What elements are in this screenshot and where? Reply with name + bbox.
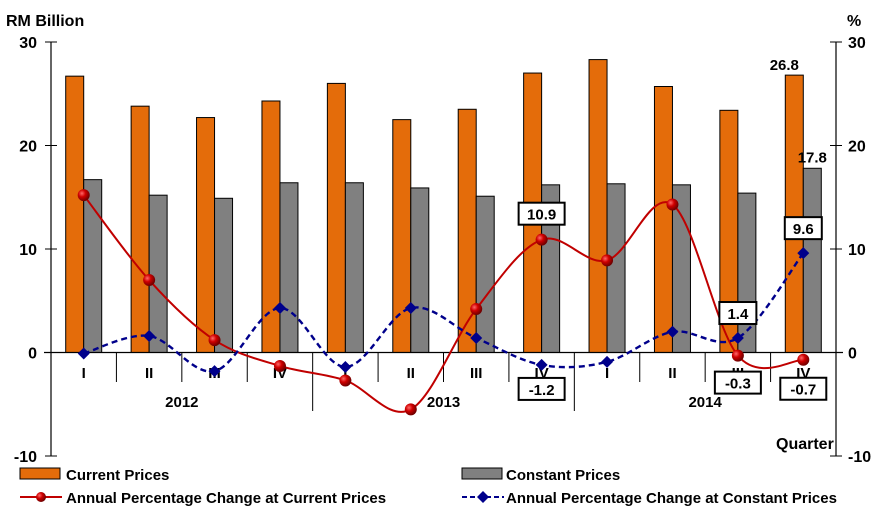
- marker-pct-constant: [797, 247, 810, 260]
- legend-label-constant-prices: Constant Prices: [506, 467, 620, 484]
- left-tick-label: -10: [14, 449, 37, 466]
- bars-group: [65, 59, 822, 354]
- bar-current-prices: [392, 119, 412, 353]
- legend-swatch-current-prices: [19, 467, 61, 480]
- marker-pct-current: [731, 349, 744, 362]
- bar-current-prices: [196, 117, 216, 354]
- year-label: 2012: [165, 394, 198, 411]
- data-label: 17.8: [798, 149, 827, 166]
- left-tick-label: 10: [19, 242, 37, 259]
- marker-pct-current: [601, 254, 614, 267]
- right-axis-title: %: [847, 13, 861, 30]
- bar-constant-prices: [148, 194, 168, 353]
- axes-group: 3020100-103020100-10IIIIIIIVIIIIIIIVIIII…: [14, 35, 871, 466]
- quarter-label: II: [407, 365, 415, 382]
- marker-pct-constant: [143, 329, 156, 342]
- data-label-box: [779, 376, 828, 401]
- right-tick-label: 10: [848, 242, 866, 259]
- bar-current-prices: [457, 108, 477, 354]
- marker-pct-constant: [273, 301, 286, 314]
- data-label: -0.3: [725, 376, 751, 393]
- bar-current-prices: [130, 105, 150, 353]
- left-axis-title: RM Billion: [6, 13, 84, 30]
- marker-pct-current: [404, 403, 417, 416]
- marker-pct-current: [666, 198, 679, 211]
- legend-item-current-prices: Current Prices: [19, 467, 169, 484]
- left-tick-label: 0: [28, 346, 37, 363]
- bar-constant-prices: [410, 187, 430, 353]
- bar-current-prices: [588, 59, 608, 353]
- marker-pct-current: [143, 274, 156, 287]
- right-tick-label: -10: [848, 449, 871, 466]
- bar-constant-prices: [475, 195, 495, 353]
- data-label: 10.9: [527, 207, 556, 224]
- right-tick-label: 0: [848, 346, 857, 363]
- bar-current-prices: [65, 75, 85, 353]
- quarter-label: II: [668, 365, 676, 382]
- legend-item-constant-prices: Constant Prices: [461, 467, 620, 484]
- year-label: 2013: [427, 394, 460, 411]
- quarter-label: I: [82, 365, 86, 382]
- bar-current-prices: [326, 82, 346, 354]
- marker-pct-constant: [77, 347, 90, 360]
- bar-constant-prices: [737, 192, 757, 353]
- bar-current-prices: [653, 86, 673, 353]
- marker-pct-constant: [404, 301, 417, 314]
- marker-pct-current: [77, 189, 90, 202]
- left-tick-label: 30: [19, 35, 37, 52]
- bar-constant-prices: [279, 182, 299, 353]
- quarter-label: I: [605, 365, 609, 382]
- line-pct-change-current: [82, 194, 804, 413]
- marker-pct-constant: [470, 332, 483, 345]
- marker-pct-current: [535, 233, 548, 246]
- bar-current-prices: [784, 74, 804, 354]
- right-tick-label: 30: [848, 35, 866, 52]
- legend-label-pct-constant: Annual Percentage Change at Constant Pri…: [506, 490, 837, 507]
- legend-marker-diamond-icon: [477, 491, 489, 503]
- data-label: 9.6: [793, 221, 814, 238]
- marker-pct-constant: [208, 365, 221, 378]
- bar-constant-prices: [802, 167, 822, 353]
- quarter-label: II: [145, 365, 153, 382]
- legend-label-current-prices: Current Prices: [66, 467, 169, 484]
- year-label: 2014: [688, 394, 722, 411]
- marker-pct-current: [208, 334, 221, 347]
- data-label: 26.8: [770, 57, 799, 74]
- left-tick-label: 20: [19, 139, 37, 156]
- annotations-group: 26.8 17.8 10.9 -1.2 1.4 -0.3 9.6 -0.7: [517, 57, 828, 401]
- bar-constant-prices: [344, 182, 364, 353]
- quarter-label: I: [343, 365, 347, 382]
- legend-swatch-constant-prices: [461, 467, 503, 480]
- data-label-box: [713, 370, 762, 395]
- data-label: -0.7: [790, 382, 816, 399]
- bar-constant-prices: [214, 197, 234, 353]
- bar-constant-prices: [606, 183, 626, 353]
- legend: Current Prices Constant Prices Annual Pe…: [19, 467, 837, 507]
- bar-constant-prices: [671, 184, 691, 353]
- marker-pct-current: [470, 303, 483, 316]
- legend-item-pct-current: Annual Percentage Change at Current Pric…: [20, 490, 386, 507]
- data-label-box: [517, 201, 566, 226]
- data-label-box: [783, 216, 823, 241]
- marker-pct-constant: [535, 358, 548, 371]
- quarter-label: III: [470, 365, 483, 382]
- right-tick-label: 20: [848, 139, 866, 156]
- data-label: 1.4: [727, 306, 749, 323]
- data-label: -1.2: [529, 382, 555, 399]
- marker-pct-constant: [339, 360, 352, 373]
- lines-group: [77, 189, 810, 416]
- marker-pct-constant: [601, 355, 614, 368]
- legend-item-pct-constant: Annual Percentage Change at Constant Pri…: [462, 490, 837, 507]
- data-label-box: [718, 301, 758, 326]
- data-label-box: [517, 376, 566, 401]
- legend-label-pct-current: Annual Percentage Change at Current Pric…: [66, 490, 386, 507]
- marker-pct-current: [797, 353, 810, 366]
- marker-pct-current: [273, 359, 286, 372]
- legend-marker-circle-icon: [36, 492, 46, 502]
- marker-pct-constant: [666, 325, 679, 338]
- marker-pct-constant: [731, 332, 744, 345]
- marker-pct-current: [339, 374, 352, 387]
- x-axis-title: Quarter: [776, 436, 834, 453]
